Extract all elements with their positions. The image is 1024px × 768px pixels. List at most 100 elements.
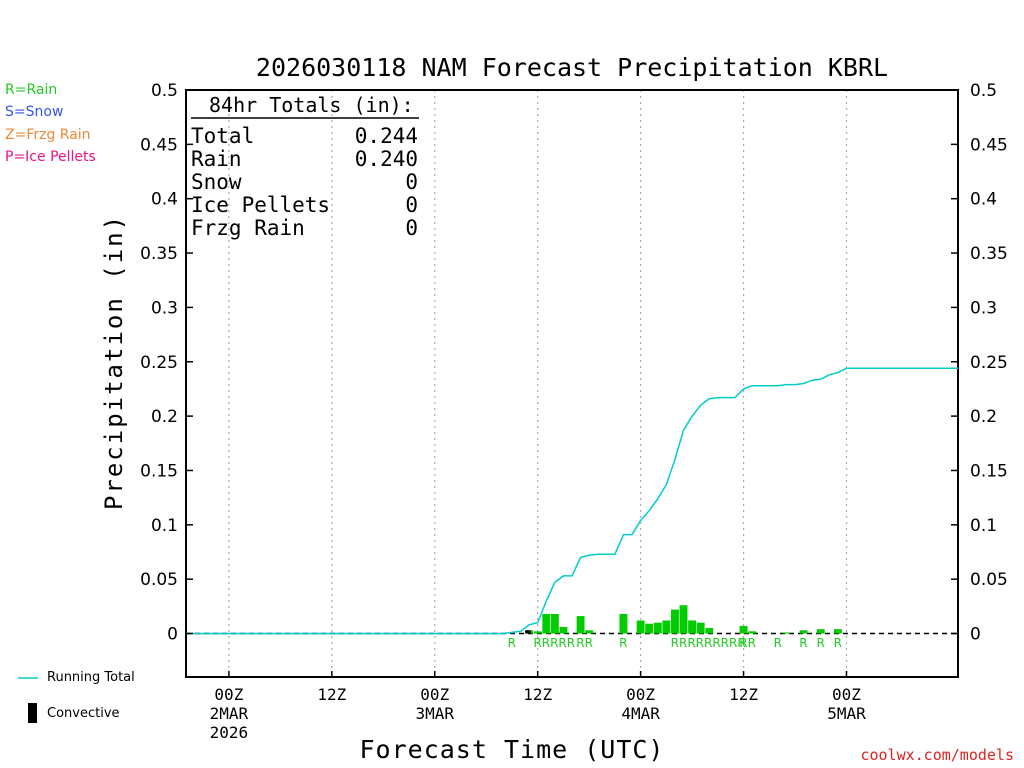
precip-bar [688, 620, 697, 634]
totals-label: Rain [191, 147, 242, 171]
precip-bar [619, 613, 628, 634]
y-tick-label: 0.5 [970, 81, 997, 101]
precip-bar [833, 629, 842, 634]
y-tick-label: 0.45 [970, 135, 1008, 155]
precip-bar [576, 616, 585, 634]
totals-box: 84hr Totals (in): Total 0.244 Rain 0.240… [191, 93, 419, 240]
precip-bar [559, 626, 568, 634]
y-tick-label: 0.4 [970, 190, 997, 210]
x-tick-label: 5MAR [827, 704, 866, 723]
x-tick-label: 00Z [420, 685, 449, 704]
precip-type-mark: RRRRRRRRR [671, 636, 746, 650]
x-axis-label: Forecast Time (UTC) [360, 735, 665, 764]
totals-value: 0.244 [355, 124, 418, 148]
precip-type-mark: RR [576, 636, 593, 650]
convective-bar [525, 630, 531, 634]
totals-value: 0 [405, 170, 418, 194]
y-tick-label: 0 [167, 625, 178, 645]
source-credit: coolwx.com/models [860, 746, 1014, 764]
y-axis-label: Precipitation (in) [100, 214, 128, 510]
y-tick-label: 0.05 [140, 570, 178, 590]
totals-heading: 84hr Totals (in): [209, 93, 414, 117]
totals-value: 0 [405, 216, 418, 240]
precip-bar [636, 620, 645, 634]
totals-label: Frzg Rain [191, 216, 305, 240]
convective-legend-icon [28, 703, 37, 723]
x-tick-label: 12Z [317, 685, 346, 704]
precip-type-mark: R [816, 636, 824, 650]
totals-label: Total [191, 124, 254, 148]
precip-bar [696, 622, 705, 634]
y-tick-label: 0.25 [140, 353, 178, 373]
totals-label: Ice Pellets [191, 193, 330, 217]
y-tick-label: 0.35 [970, 244, 1008, 264]
plot-frame [185, 89, 959, 678]
running-total-legend-label: Running Total [47, 670, 135, 685]
precip-type-mark: R [619, 636, 627, 650]
y-tick-label: 0.05 [970, 570, 1008, 590]
precip-type-mark: RRRRR [533, 636, 575, 650]
legend-frzg-rain: Z=Frzg Rain [5, 127, 91, 143]
running-total-line [186, 367, 958, 635]
precip-bar [533, 631, 542, 634]
x-tick-label: 2MAR [210, 704, 249, 723]
precip-bar [799, 630, 808, 634]
legend-snow: S=Snow [5, 104, 64, 120]
grid-lines [228, 90, 848, 677]
x-tick-label: 12Z [729, 685, 758, 704]
x-tick-label: 00Z [832, 685, 861, 704]
totals-value: 0.240 [355, 147, 418, 171]
precip-bar [662, 620, 671, 634]
precip-bar [585, 630, 594, 634]
y-axis-left: 0 0.05 0.1 0.15 0.2 0.25 0.3 0.35 0.4 0.45 0.5 [140, 81, 193, 645]
legend-rain: R=Rain [5, 82, 58, 98]
x-tick-label: 3MAR [415, 704, 454, 723]
y-tick-label: 0.25 [970, 353, 1008, 373]
precip-bar [542, 613, 551, 634]
y-axis-right: 0 0.05 0.1 0.15 0.2 0.25 0.3 0.35 0.4 0.45 0.5 [951, 81, 1008, 645]
x-tick-label: 12Z [523, 685, 552, 704]
precip-bar [679, 605, 688, 634]
convective-layer [525, 630, 531, 634]
y-tick-label: 0.15 [140, 461, 178, 481]
precip-bar [670, 609, 679, 634]
precip-type-mark: R [774, 636, 782, 650]
precip-bar [653, 622, 662, 634]
precip-type-mark: R [799, 636, 807, 650]
precip-bar [816, 629, 825, 634]
y-tick-label: 0.2 [970, 407, 997, 427]
totals-label: Snow [191, 170, 242, 194]
precip-bar [782, 632, 791, 634]
x-tick-label: 00Z [626, 685, 655, 704]
y-tick-label: 0.1 [970, 516, 997, 536]
y-tick-label: 0 [970, 625, 981, 645]
y-tick-label: 0.3 [970, 298, 997, 318]
precip-bar [748, 631, 757, 634]
y-tick-label: 0.1 [151, 516, 178, 536]
y-tick-label: 0.45 [140, 135, 178, 155]
precip-bar [739, 625, 748, 634]
legend-ice-pellets: P=Ice Pellets [5, 149, 96, 165]
y-tick-label: 0.2 [151, 407, 178, 427]
totals-value: 0 [405, 193, 418, 217]
convective-legend-label: Convective [47, 706, 120, 721]
y-tick-label: 0.5 [151, 81, 178, 101]
y-tick-label: 0.3 [151, 298, 178, 318]
y-tick-label: 0.15 [970, 461, 1008, 481]
precip-type-mark: R [508, 636, 516, 650]
y-tick-label: 0.35 [140, 244, 178, 264]
precip-type-mark: RR [739, 636, 756, 650]
precip-type-mark: R [834, 636, 842, 650]
x-tick-label: 2026 [210, 723, 249, 742]
x-tick-label: 4MAR [621, 704, 660, 723]
x-tick-label: 00Z [214, 685, 243, 704]
y-tick-label: 0.4 [151, 190, 178, 210]
precip-bar [645, 623, 654, 634]
bars-layer [525, 605, 842, 634]
precip-bar [705, 628, 714, 634]
chart-title: 2026030118 NAM Forecast Precipitation KB… [256, 53, 888, 82]
precip-bar [550, 613, 559, 634]
